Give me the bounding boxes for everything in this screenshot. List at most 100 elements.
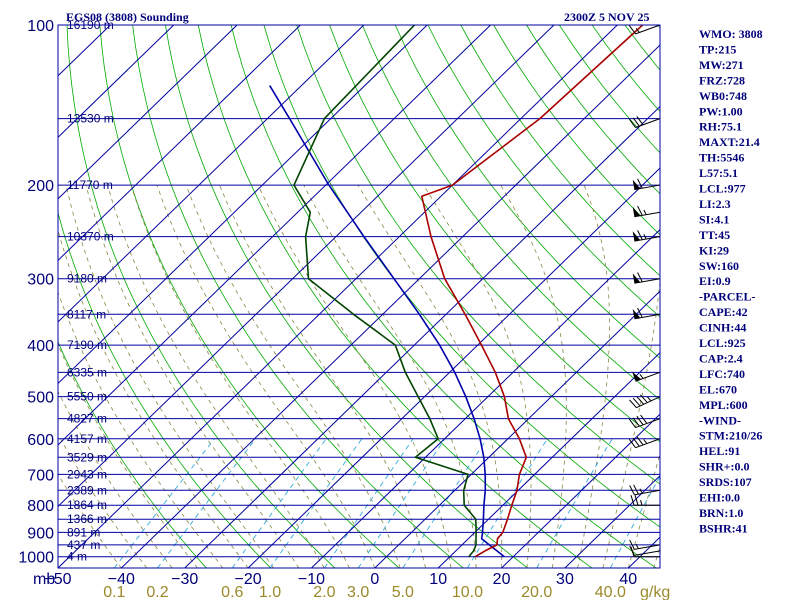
sounding-index: KI:29 bbox=[699, 243, 729, 257]
isotherm bbox=[58, 25, 555, 508]
wind-barb bbox=[628, 436, 661, 449]
wind-barb-flag bbox=[629, 399, 637, 408]
mixing-ratio-label: 5.0 bbox=[392, 584, 414, 600]
height-label: 11770 m bbox=[67, 178, 113, 192]
dry-adiabat bbox=[558, 25, 660, 154]
wind-barb bbox=[628, 24, 661, 35]
moist-adiabat bbox=[130, 184, 350, 568]
isotherm bbox=[437, 351, 660, 568]
wind-barb bbox=[632, 371, 661, 382]
sounding-index: SHR+:0.0 bbox=[699, 460, 750, 474]
pressure-tick-label: 600 bbox=[27, 432, 54, 449]
mixing-ratio-line bbox=[357, 438, 446, 568]
dry-adiabat bbox=[132, 25, 464, 568]
wind-barb-flag bbox=[629, 539, 635, 550]
wind-barb-staff bbox=[635, 418, 661, 429]
moist-adiabat bbox=[65, 185, 274, 568]
isotherm bbox=[58, 25, 175, 139]
temperature-tick-label: −30 bbox=[171, 571, 198, 588]
dry-adiabat bbox=[58, 340, 207, 568]
height-label: 3529 m bbox=[67, 450, 107, 464]
sounding-index: STM:210/26 bbox=[699, 429, 762, 443]
mixing-ratio-unit-label: g/kg bbox=[640, 584, 670, 600]
height-label: 4827 m bbox=[67, 412, 107, 426]
wind-barb bbox=[629, 539, 661, 550]
moist-adiabat bbox=[58, 390, 173, 568]
wind-barb bbox=[629, 394, 661, 409]
sounding-index: TT:45 bbox=[699, 228, 730, 242]
height-label: 6335 m bbox=[67, 365, 107, 379]
dry-adiabat bbox=[460, 25, 660, 277]
moist-adiabat bbox=[185, 184, 401, 568]
wind-barb-flag bbox=[639, 394, 648, 403]
wind-barb-half-flag bbox=[643, 234, 647, 240]
temperature-tick-label: −40 bbox=[108, 571, 135, 588]
chart-title: EGS08 (3808) Sounding bbox=[66, 10, 189, 24]
height-label: 4157 m bbox=[67, 432, 107, 446]
sounding-index: BRN:1.0 bbox=[699, 506, 743, 520]
temperature-tick-label: −50 bbox=[44, 571, 71, 588]
sounding-index: EL:670 bbox=[699, 382, 737, 396]
wind-barb-staff bbox=[634, 544, 661, 550]
dry-adiabat bbox=[526, 25, 660, 195]
temperature-tick-label: 30 bbox=[556, 571, 574, 588]
wind-barb-half-flag bbox=[639, 374, 644, 379]
wind-barb-staff bbox=[636, 396, 661, 409]
sounding-index: CINH:44 bbox=[699, 321, 746, 335]
isotherm bbox=[501, 413, 660, 568]
wind-barb bbox=[632, 178, 661, 191]
wind-barb-flag bbox=[637, 230, 643, 240]
wind-barb-pennant bbox=[632, 231, 641, 242]
mixing-ratio-line bbox=[402, 438, 488, 568]
wind-barb bbox=[630, 495, 660, 506]
temperature-tick-label: 0 bbox=[370, 571, 379, 588]
moist-adiabat bbox=[58, 473, 122, 568]
wind-barb-staff bbox=[634, 489, 661, 496]
wind-barb bbox=[632, 307, 661, 320]
isobar-layer bbox=[58, 24, 660, 558]
wind-barb-pennant bbox=[632, 309, 641, 319]
adiabat-layer bbox=[58, 25, 800, 568]
sounding-index: -WIND- bbox=[699, 413, 741, 427]
wind-barb-flag bbox=[629, 485, 635, 496]
temperature-tick-label: 20 bbox=[493, 571, 511, 588]
pressure-tick-label: 1000 bbox=[18, 550, 54, 567]
moist-adiabat bbox=[58, 228, 249, 568]
isotherm-layer bbox=[58, 25, 660, 568]
wind-barb bbox=[632, 230, 661, 242]
sounding-index: TH:5546 bbox=[699, 151, 744, 165]
plot-border bbox=[57, 24, 661, 569]
pressure-tick-label: 300 bbox=[27, 272, 54, 289]
sounding-index: CAP:2.4 bbox=[699, 351, 743, 365]
wind-barb-flag bbox=[628, 118, 636, 128]
dry-adiabat bbox=[197, 25, 593, 568]
moist-adiabat bbox=[156, 184, 376, 568]
isotherm bbox=[184, 105, 660, 568]
moist-adiabat bbox=[627, 452, 660, 568]
wind-barb-flag bbox=[632, 397, 641, 407]
sounding-index: SI:4.1 bbox=[699, 212, 729, 226]
moist-adiabat bbox=[219, 184, 426, 568]
height-label: 1864 m bbox=[67, 498, 107, 512]
isotherm bbox=[58, 25, 618, 568]
mixing-ratio-label: 10.0 bbox=[452, 584, 483, 600]
wind-barb-flag bbox=[637, 205, 643, 216]
height-label: 437 m bbox=[67, 538, 100, 552]
wind-barb-flag bbox=[640, 414, 648, 424]
wind-barb-half-flag bbox=[635, 28, 640, 33]
sounding-index: BSHR:41 bbox=[699, 521, 748, 535]
mixing-ratio-line bbox=[467, 438, 548, 568]
isotherm bbox=[58, 25, 428, 385]
dry-adiabat bbox=[756, 25, 800, 568]
wind-barb bbox=[632, 205, 661, 218]
dry-adiabat bbox=[58, 211, 271, 568]
dewpoint-trace bbox=[293, 25, 477, 558]
wind-barb bbox=[629, 484, 661, 496]
isotherm bbox=[311, 228, 660, 568]
sounding-index: LCL:977 bbox=[699, 182, 746, 196]
wind-barb-staff bbox=[635, 438, 661, 449]
temperature-tick-label: −10 bbox=[298, 571, 325, 588]
height-label: 891 m bbox=[67, 525, 100, 539]
pressure-tick-label: 900 bbox=[27, 525, 54, 542]
